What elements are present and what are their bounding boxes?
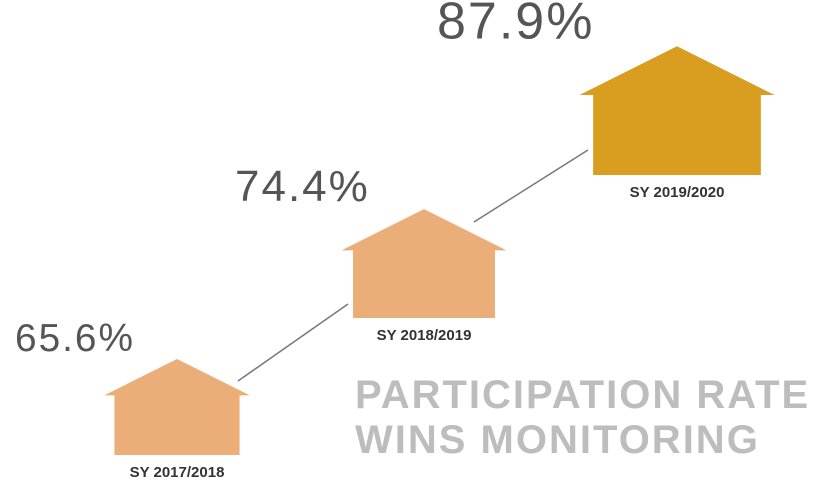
- connector: [473, 149, 589, 223]
- value-label: 65.6%: [15, 317, 135, 360]
- title-line: WINS MONITORING: [355, 418, 760, 462]
- title-line: PARTICIPATION RATE: [355, 373, 810, 417]
- house: [341, 209, 507, 318]
- house: [104, 358, 250, 455]
- category-label: SY 2018/2019: [377, 327, 472, 344]
- category-label: SY 2017/2018: [130, 464, 225, 481]
- value-label: 87.9%: [437, 0, 594, 50]
- value-label: 74.4%: [235, 162, 370, 211]
- category-label: SY 2019/2020: [630, 184, 725, 201]
- connector: [237, 303, 349, 382]
- house: [579, 46, 775, 175]
